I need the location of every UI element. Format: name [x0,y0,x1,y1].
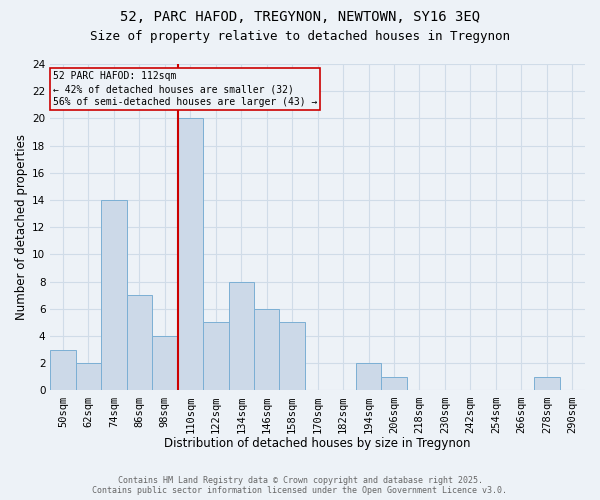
Bar [101,200,127,390]
Bar [254,309,280,390]
Bar [356,364,381,390]
Text: 52, PARC HAFOD, TREGYNON, NEWTOWN, SY16 3EQ: 52, PARC HAFOD, TREGYNON, NEWTOWN, SY16 … [120,10,480,24]
Bar [229,282,254,391]
Bar [50,350,76,391]
Bar [534,377,560,390]
Text: 52 PARC HAFOD: 112sqm
← 42% of detached houses are smaller (32)
56% of semi-deta: 52 PARC HAFOD: 112sqm ← 42% of detached … [53,71,317,107]
X-axis label: Distribution of detached houses by size in Tregynon: Distribution of detached houses by size … [164,437,471,450]
Y-axis label: Number of detached properties: Number of detached properties [15,134,28,320]
Bar [178,118,203,390]
Bar [127,296,152,390]
Bar [381,377,407,390]
Bar [280,322,305,390]
Bar [76,364,101,390]
Bar [203,322,229,390]
Text: Contains HM Land Registry data © Crown copyright and database right 2025.
Contai: Contains HM Land Registry data © Crown c… [92,476,508,495]
Bar [152,336,178,390]
Text: Size of property relative to detached houses in Tregynon: Size of property relative to detached ho… [90,30,510,43]
